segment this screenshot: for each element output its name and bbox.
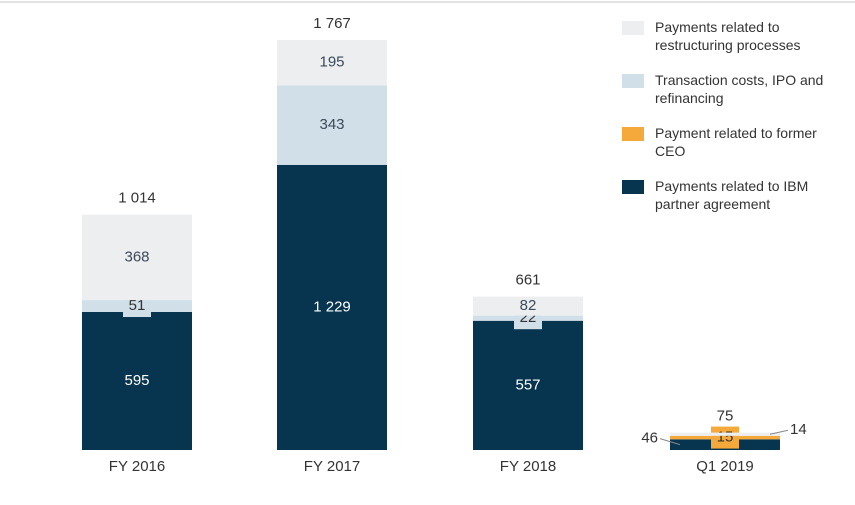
value-label: 1 229 — [313, 298, 351, 315]
value-label: 595 — [124, 372, 149, 389]
bar-segment — [277, 164, 387, 450]
bar-segment — [82, 311, 192, 450]
x-tick-label: FY 2018 — [500, 458, 556, 475]
bar-segment — [473, 320, 583, 450]
x-tick-label: FY 2017 — [304, 458, 360, 475]
legend-swatch — [622, 74, 644, 88]
legend-swatch — [622, 127, 644, 141]
value-label: 82 — [520, 297, 537, 314]
value-label: 195 — [319, 54, 344, 71]
total-label: 1 767 — [313, 15, 351, 32]
legend-swatch — [622, 21, 644, 35]
legend-label: Transaction costs, IPO and refinancing — [655, 72, 824, 106]
legend-label: Payment related to former CEO — [655, 125, 817, 159]
value-label: 368 — [124, 248, 149, 265]
bar-segment — [277, 40, 387, 86]
bar-segment — [473, 296, 583, 316]
leader-line — [769, 429, 789, 435]
label-box — [711, 426, 739, 449]
legend-swatch — [622, 180, 644, 194]
leader-line — [659, 438, 681, 446]
total-label: 661 — [515, 272, 540, 289]
value-label: 557 — [515, 376, 540, 393]
x-tick-label: FY 2016 — [109, 458, 165, 475]
total-label: 75 — [717, 408, 734, 425]
legend-item: Payments related to IBM partner agreemen… — [622, 177, 847, 230]
bar-segment — [277, 85, 387, 165]
legend-item: Payments related to restructuring proces… — [622, 18, 847, 71]
total-label: 1 014 — [118, 190, 156, 207]
legend-item: Transaction costs, IPO and refinancing — [622, 71, 847, 124]
value-label: 15 — [717, 429, 734, 446]
legend-item: Payment related to former CEO — [622, 124, 847, 177]
legend: Payments related to restructuring proces… — [622, 18, 847, 230]
legend-label: Payments related to restructuring proces… — [655, 19, 801, 53]
legend-label: Payments related to IBM partner agreemen… — [655, 178, 809, 212]
bar-segment — [82, 214, 192, 301]
x-tick-label: Q1 2019 — [696, 458, 754, 475]
value-label: 343 — [319, 116, 344, 133]
bar-segment — [670, 432, 780, 436]
label-box — [123, 295, 151, 318]
value-label: 51 — [129, 297, 146, 314]
value-label: 14 — [790, 421, 807, 438]
value-label: 46 — [641, 430, 658, 447]
